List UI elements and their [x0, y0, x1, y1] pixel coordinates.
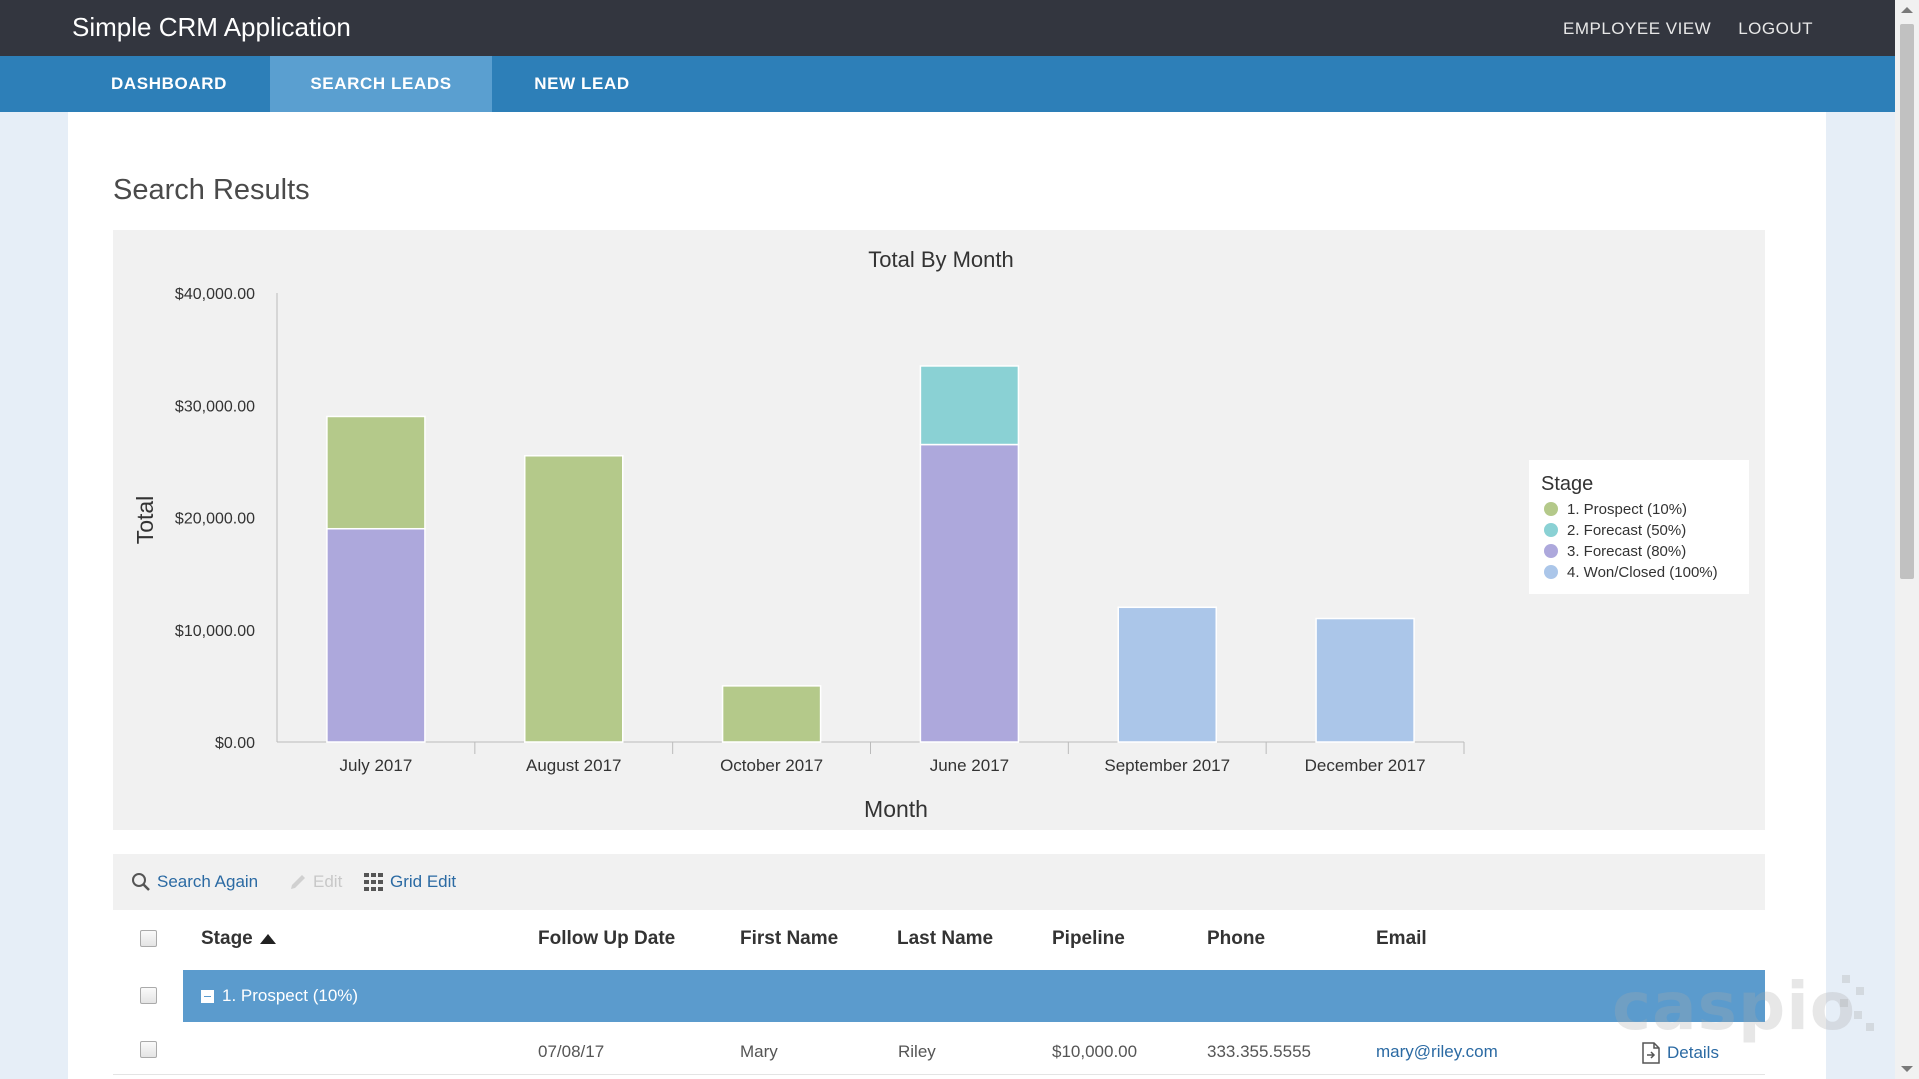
details-link[interactable]: Details	[1641, 1042, 1719, 1064]
tab-dashboard[interactable]: DASHBOARD	[111, 74, 227, 93]
grid-edit-button[interactable]: Grid Edit	[364, 854, 456, 910]
details-icon	[1642, 1042, 1660, 1064]
column-header-first-name[interactable]: First Name	[740, 928, 839, 949]
pencil-icon	[291, 875, 305, 889]
collapse-icon	[201, 989, 214, 1003]
bar-segment	[326, 415, 426, 530]
cell-first-name: Mary	[740, 1042, 778, 1061]
chart-panel: $0.00 $10,000.00 $20,000.00 $30,000.00 $40,0…	[113, 230, 1765, 830]
legend-swatch	[1544, 544, 1558, 558]
group-label: 1. Prospect (10%)	[222, 986, 359, 1005]
scroll-up-arrow[interactable]	[1901, 7, 1913, 13]
x-axis-label: Month	[864, 796, 928, 822]
top-bar: Simple CRM Application EMPLOYEE VIEW LOG…	[0, 0, 1895, 56]
legend-label: 4. Won/Closed (100%)	[1567, 564, 1718, 581]
grid-edit-label: Grid Edit	[390, 872, 457, 891]
group-toggle[interactable]: 1. Prospect (10%)	[201, 970, 358, 1022]
page-title: Search Results	[113, 174, 310, 206]
group-row: 1. Prospect (10%)	[183, 970, 1765, 1022]
grid-icon	[364, 873, 383, 891]
vertical-scrollbar[interactable]	[1895, 0, 1919, 1079]
y-axis-label: Total	[132, 496, 158, 545]
x-tick-label: September 2017	[1104, 756, 1230, 775]
bar-segment	[1117, 606, 1217, 743]
select-all-checkbox[interactable]	[140, 930, 157, 947]
bar-segment	[919, 443, 1020, 743]
cell-pipeline: $10,000.00	[1052, 1042, 1138, 1061]
y-tick-label: $30,000.00	[175, 398, 255, 415]
top-links: EMPLOYEE VIEW LOGOUT	[1563, 19, 1813, 39]
bar-segment	[721, 685, 822, 743]
watermark-dots	[1840, 975, 1874, 1031]
stacked-bar-chart: $0.00 $10,000.00 $20,000.00 $30,000.00 $40,0…	[132, 247, 1749, 822]
column-header-last-name[interactable]: Last Name	[897, 928, 994, 949]
legend-swatch	[1544, 523, 1558, 537]
scroll-down-arrow[interactable]	[1901, 1066, 1913, 1072]
scrollbar-thumb[interactable]	[1900, 24, 1914, 579]
search-again-button[interactable]: Search Again	[131, 854, 258, 910]
x-tick-label: August 2017	[526, 756, 621, 775]
tab-new-lead[interactable]: NEW LEAD	[534, 74, 630, 93]
column-header-stage[interactable]: Stage	[201, 928, 276, 950]
legend-label: 1. Prospect (10%)	[1567, 501, 1687, 518]
group-row-checkbox[interactable]	[140, 987, 157, 1004]
edit-button[interactable]: Edit	[289, 854, 342, 910]
caspio-watermark: caspio	[1612, 968, 1857, 1045]
cell-phone: 333.355.5555	[1207, 1042, 1311, 1061]
edit-label: Edit	[313, 872, 343, 891]
y-tick-label: $10,000.00	[175, 623, 255, 640]
chart-title: Total By Month	[868, 247, 1014, 272]
legend-swatch	[1544, 502, 1558, 516]
details-label: Details	[1667, 1043, 1719, 1062]
y-tick-label: $0.00	[215, 735, 255, 752]
search-again-label: Search Again	[157, 872, 259, 891]
legend-title: Stage	[1541, 473, 1593, 495]
x-tick-label: June 2017	[930, 756, 1009, 775]
y-tick-label: $40,000.00	[175, 286, 255, 303]
cell-follow-up-date: 07/08/17	[538, 1042, 605, 1061]
row-checkbox[interactable]	[140, 1041, 157, 1058]
chart-legend: Stage 1. Prospect (10%) 2. Forecast (50%)…	[1529, 460, 1749, 594]
column-header-follow-up-date[interactable]: Follow Up Date	[538, 928, 676, 949]
main-content: Search Results $0.00 $10,000.00 $20,000.00…	[68, 112, 1826, 1079]
app-title: Simple CRM Application	[72, 12, 351, 42]
column-header-pipeline[interactable]: Pipeline	[1052, 928, 1125, 949]
email-link[interactable]: mary@riley.com	[1376, 1042, 1498, 1061]
logout-link[interactable]: LOGOUT	[1738, 19, 1813, 38]
tab-search-leads[interactable]: SEARCH LEADS	[270, 56, 492, 112]
sort-ascending-icon	[259, 934, 276, 944]
column-header-email[interactable]: Email	[1376, 928, 1427, 949]
bar-segment	[1315, 617, 1415, 743]
search-icon	[132, 873, 150, 891]
legend-swatch	[1544, 565, 1558, 579]
x-tick-label: October 2017	[720, 756, 823, 775]
results-table: Stage Follow Up Date First Name Last Nam…	[113, 910, 1765, 1079]
column-header-phone[interactable]: Phone	[1207, 928, 1266, 949]
x-tick-label: December 2017	[1305, 756, 1426, 775]
legend-label: 2. Forecast (50%)	[1567, 522, 1686, 539]
main-nav: DASHBOARD SEARCH LEADS NEW LEAD	[0, 56, 1895, 112]
stage-header-label: Stage	[201, 928, 253, 949]
bar-segment	[524, 455, 624, 743]
bar-segment	[326, 527, 426, 743]
x-tick-label: July 2017	[340, 756, 413, 775]
legend-label: 3. Forecast (80%)	[1567, 543, 1686, 560]
results-toolbar: Search Again Edit Grid Edit	[113, 854, 1765, 910]
employee-view-link[interactable]: EMPLOYEE VIEW	[1563, 19, 1712, 38]
cell-last-name: Riley	[898, 1042, 936, 1061]
y-tick-label: $20,000.00	[175, 511, 255, 528]
bar-segment	[919, 365, 1020, 446]
row-divider	[113, 1074, 1765, 1075]
